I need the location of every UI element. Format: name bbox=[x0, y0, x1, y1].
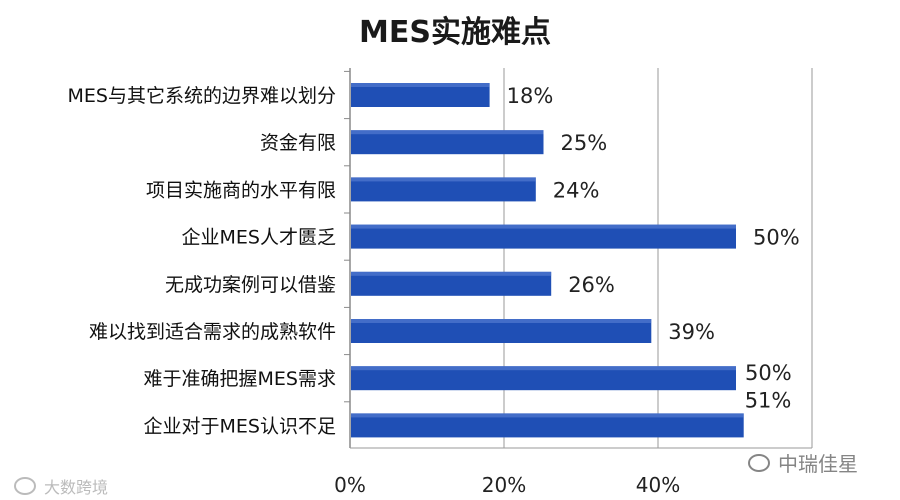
x-tick-label: 40% bbox=[636, 473, 680, 497]
watermark-left: 大数跨境 bbox=[14, 474, 108, 498]
data-label: 26% bbox=[568, 273, 615, 297]
data-label: 51% bbox=[745, 388, 792, 412]
bar-highlight bbox=[351, 130, 544, 135]
category-label: 企业MES人才匮乏 bbox=[182, 227, 336, 249]
data-label: 50% bbox=[753, 226, 800, 250]
x-tick-label: 0% bbox=[334, 473, 366, 497]
brand-logo-icon bbox=[14, 477, 36, 495]
bar-highlight bbox=[351, 271, 552, 276]
category-label: 无成功案例可以借鉴 bbox=[165, 274, 336, 296]
category-label: 企业对于MES认识不足 bbox=[144, 415, 336, 437]
watermark-right-text: 中瑞佳星 bbox=[778, 452, 858, 476]
wechat-icon bbox=[748, 453, 770, 472]
data-label: 25% bbox=[561, 131, 608, 155]
bar-highlight bbox=[351, 319, 652, 323]
category-label: MES与其它系统的边界难以划分 bbox=[68, 85, 336, 107]
chart-title: MES实施难点 bbox=[359, 15, 551, 50]
data-label: 24% bbox=[553, 178, 600, 202]
bar-highlight bbox=[351, 177, 536, 182]
category-label: 难以找到适合需求的成熟软件 bbox=[89, 321, 336, 343]
data-label: 50% bbox=[745, 361, 792, 385]
bar-highlight bbox=[351, 366, 736, 371]
x-tick-label: 20% bbox=[482, 473, 526, 497]
category-label: 资金有限 bbox=[260, 132, 336, 154]
data-label: 18% bbox=[507, 84, 554, 108]
category-label: 项目实施商的水平有限 bbox=[146, 179, 336, 201]
bar-highlight bbox=[351, 83, 490, 87]
category-label: 难于准确把握MES需求 bbox=[144, 368, 336, 390]
bar-highlight bbox=[351, 224, 736, 229]
watermark-left-text: 大数跨境 bbox=[44, 478, 109, 497]
bar-highlight bbox=[351, 413, 744, 418]
watermark-right: 中瑞佳星 bbox=[748, 448, 858, 477]
data-label: 39% bbox=[668, 320, 715, 344]
